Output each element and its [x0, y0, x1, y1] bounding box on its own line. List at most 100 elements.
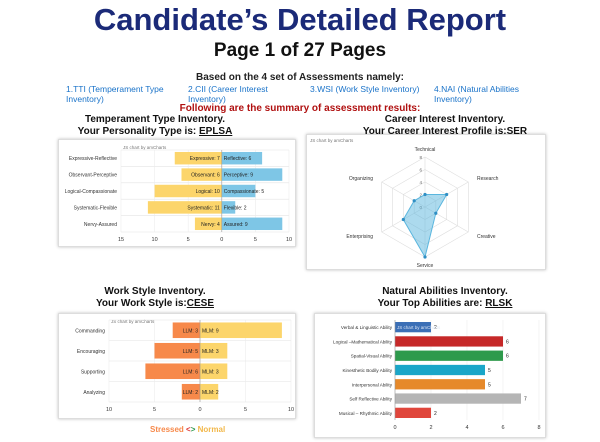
career-subtitle: Your Career Interest Profile is:SER	[310, 126, 580, 138]
x-tick-label: 6	[501, 425, 504, 431]
bar	[181, 168, 222, 181]
radar-point	[423, 255, 427, 259]
x-tick-label: 0	[220, 237, 223, 243]
workstyle-subtitle-prefix: Your Work Style is:	[96, 298, 187, 309]
bar	[395, 379, 485, 390]
x-tick-label: 5	[187, 237, 190, 243]
category-label: Analyzing	[83, 390, 105, 396]
assessment-nai: 4.NAI (Natural Abilities Inventory)	[434, 84, 520, 104]
radar-point	[445, 192, 449, 197]
career-code: SER	[506, 126, 528, 137]
x-tick-label: 10	[106, 407, 112, 413]
bar-value-label: 7	[524, 397, 527, 403]
bar	[147, 201, 222, 214]
x-tick-label: 4	[465, 425, 468, 431]
bar	[200, 322, 282, 339]
temperament-chart: JS chart by amCharts 15 10 5 0 5 10 Expressive-…	[65, 145, 292, 243]
category-label: Self Reflective Ability	[349, 397, 392, 402]
bar	[395, 393, 521, 404]
radar-point	[401, 217, 405, 222]
abilities-subtitle: Your Top Abilities are: RLSK	[310, 298, 580, 310]
workstyle-code: CESE	[186, 298, 214, 309]
category-label: Systematic-Flexible	[74, 205, 118, 211]
bar	[395, 322, 431, 333]
bar-label: LLM: 5	[183, 349, 199, 355]
abilities-subtitle-prefix: Your Top Abilities are:	[377, 298, 486, 309]
bar-label: LLM: 6	[183, 369, 199, 375]
bar	[221, 217, 283, 231]
bar-value-label: 2	[434, 325, 437, 331]
bar-label: Flexible: 2	[224, 205, 247, 211]
bar-label: LLM: 3	[183, 328, 199, 334]
radar-axis-label: Organizing	[349, 176, 373, 182]
workstyle-title: Work Style Inventory.	[104, 286, 206, 297]
career-radar-chart: JS chart by amCharts Technical Research Cre…	[310, 138, 499, 269]
radar-axis-label: Research	[477, 176, 499, 182]
radar-tick-label: 4	[419, 180, 422, 185]
x-tick-label: 5	[244, 407, 247, 413]
category-label: Logical-Compassionate	[65, 189, 117, 195]
bar	[200, 342, 228, 359]
career-title: Career Interest Inventory.	[384, 114, 506, 125]
legend-arrows: <>	[186, 425, 195, 434]
page-indicator: Page 1 of 27 Pages	[213, 40, 387, 61]
bar-label: Expressive: 7	[190, 156, 220, 162]
career-chart-card: JS chart by amCharts Technical Research Cre…	[306, 134, 546, 270]
bar-label: MLM: 3	[202, 369, 219, 375]
bar	[154, 184, 222, 198]
workstyle-legend: Stressed <> Normal	[150, 425, 270, 434]
temperament-chart-card: JS chart by amCharts 15 10 5 0 5 10 Expressive-…	[58, 139, 296, 247]
x-tick-label: 15	[118, 237, 124, 243]
bar	[200, 383, 219, 400]
chart-credit: JS chart by amCharts	[397, 325, 441, 330]
radar-area	[402, 194, 448, 259]
bar	[145, 363, 200, 380]
category-label: Supporting	[81, 369, 105, 375]
temperament-title: Temperament Type Inventory.	[84, 114, 226, 125]
bar	[221, 168, 283, 181]
radar-axis-label: Creative	[477, 234, 496, 240]
category-label: Verbal & Linguistic Ability	[341, 325, 393, 330]
legend-normal: Normal	[197, 425, 226, 434]
bar-label: Nervy: 4	[201, 222, 220, 228]
bar-label: MLM: 3	[202, 349, 219, 355]
radar-tick-label: 8	[419, 155, 422, 160]
x-tick-label: 8	[537, 425, 540, 431]
bar	[172, 322, 200, 339]
bar-value-label: 2	[434, 411, 437, 417]
workstyle-chart: JS chart by amCharts 10 5 0 5 10 Commanding LLM…	[75, 319, 294, 413]
radar-point	[412, 199, 416, 203]
based-on-text: Based on the 4 set of Assessments namely…	[195, 72, 405, 83]
bar-value-label: 6	[506, 354, 509, 360]
chart-credit: JS chart by amCharts	[111, 319, 155, 324]
temperament-heading: Temperament Type Inventory. Your Persona…	[20, 114, 290, 138]
bar-label: Perceptive: 9	[224, 173, 253, 179]
radar-tick-label: 2	[419, 193, 422, 198]
category-label: Encouraging	[77, 349, 105, 355]
bar-label: Logical: 10	[196, 189, 220, 195]
bar-value-label: 6	[506, 339, 509, 345]
legend-arrow-right: >	[190, 425, 196, 434]
temperament-subtitle: Your Personality Type is: EPLSA	[20, 126, 290, 138]
category-label: Musical – Rhythmic Ability	[339, 411, 393, 416]
x-tick-label: 2	[429, 425, 432, 431]
category-label: Spatial-Visual Ability	[351, 354, 393, 359]
assessment-cii: 2.CII (Career Interest Inventory)	[188, 84, 268, 104]
radar-point	[434, 211, 438, 215]
summary-line: Following are the summary of assessment …	[179, 103, 421, 114]
radar-tick-label: 6	[419, 168, 422, 173]
category-label: Expressive-Reflective	[69, 156, 117, 162]
bar	[221, 184, 256, 198]
workstyle-heading: Work Style Inventory. Your Work Style is…	[20, 286, 290, 310]
abilities-heading: Natural Abilities Inventory. Your Top Ab…	[310, 286, 580, 310]
bar-label: Reflective: 6	[224, 156, 252, 162]
x-tick-label: 10	[152, 237, 158, 243]
bar	[395, 336, 503, 347]
bar	[154, 342, 200, 359]
category-label: Kinesthetic Bodily Ability	[342, 368, 392, 373]
category-label: Logical –Mathematical Ability	[333, 339, 393, 344]
abilities-chart: 0 2 4 6 8 Verbal & Linguistic Ability 2 Logical…	[333, 320, 541, 431]
x-tick-label: 10	[286, 237, 292, 243]
bar-value-label: 5	[488, 382, 491, 388]
abilities-chart-card: 0 2 4 6 8 Verbal & Linguistic Ability 2 Logical…	[314, 313, 546, 438]
